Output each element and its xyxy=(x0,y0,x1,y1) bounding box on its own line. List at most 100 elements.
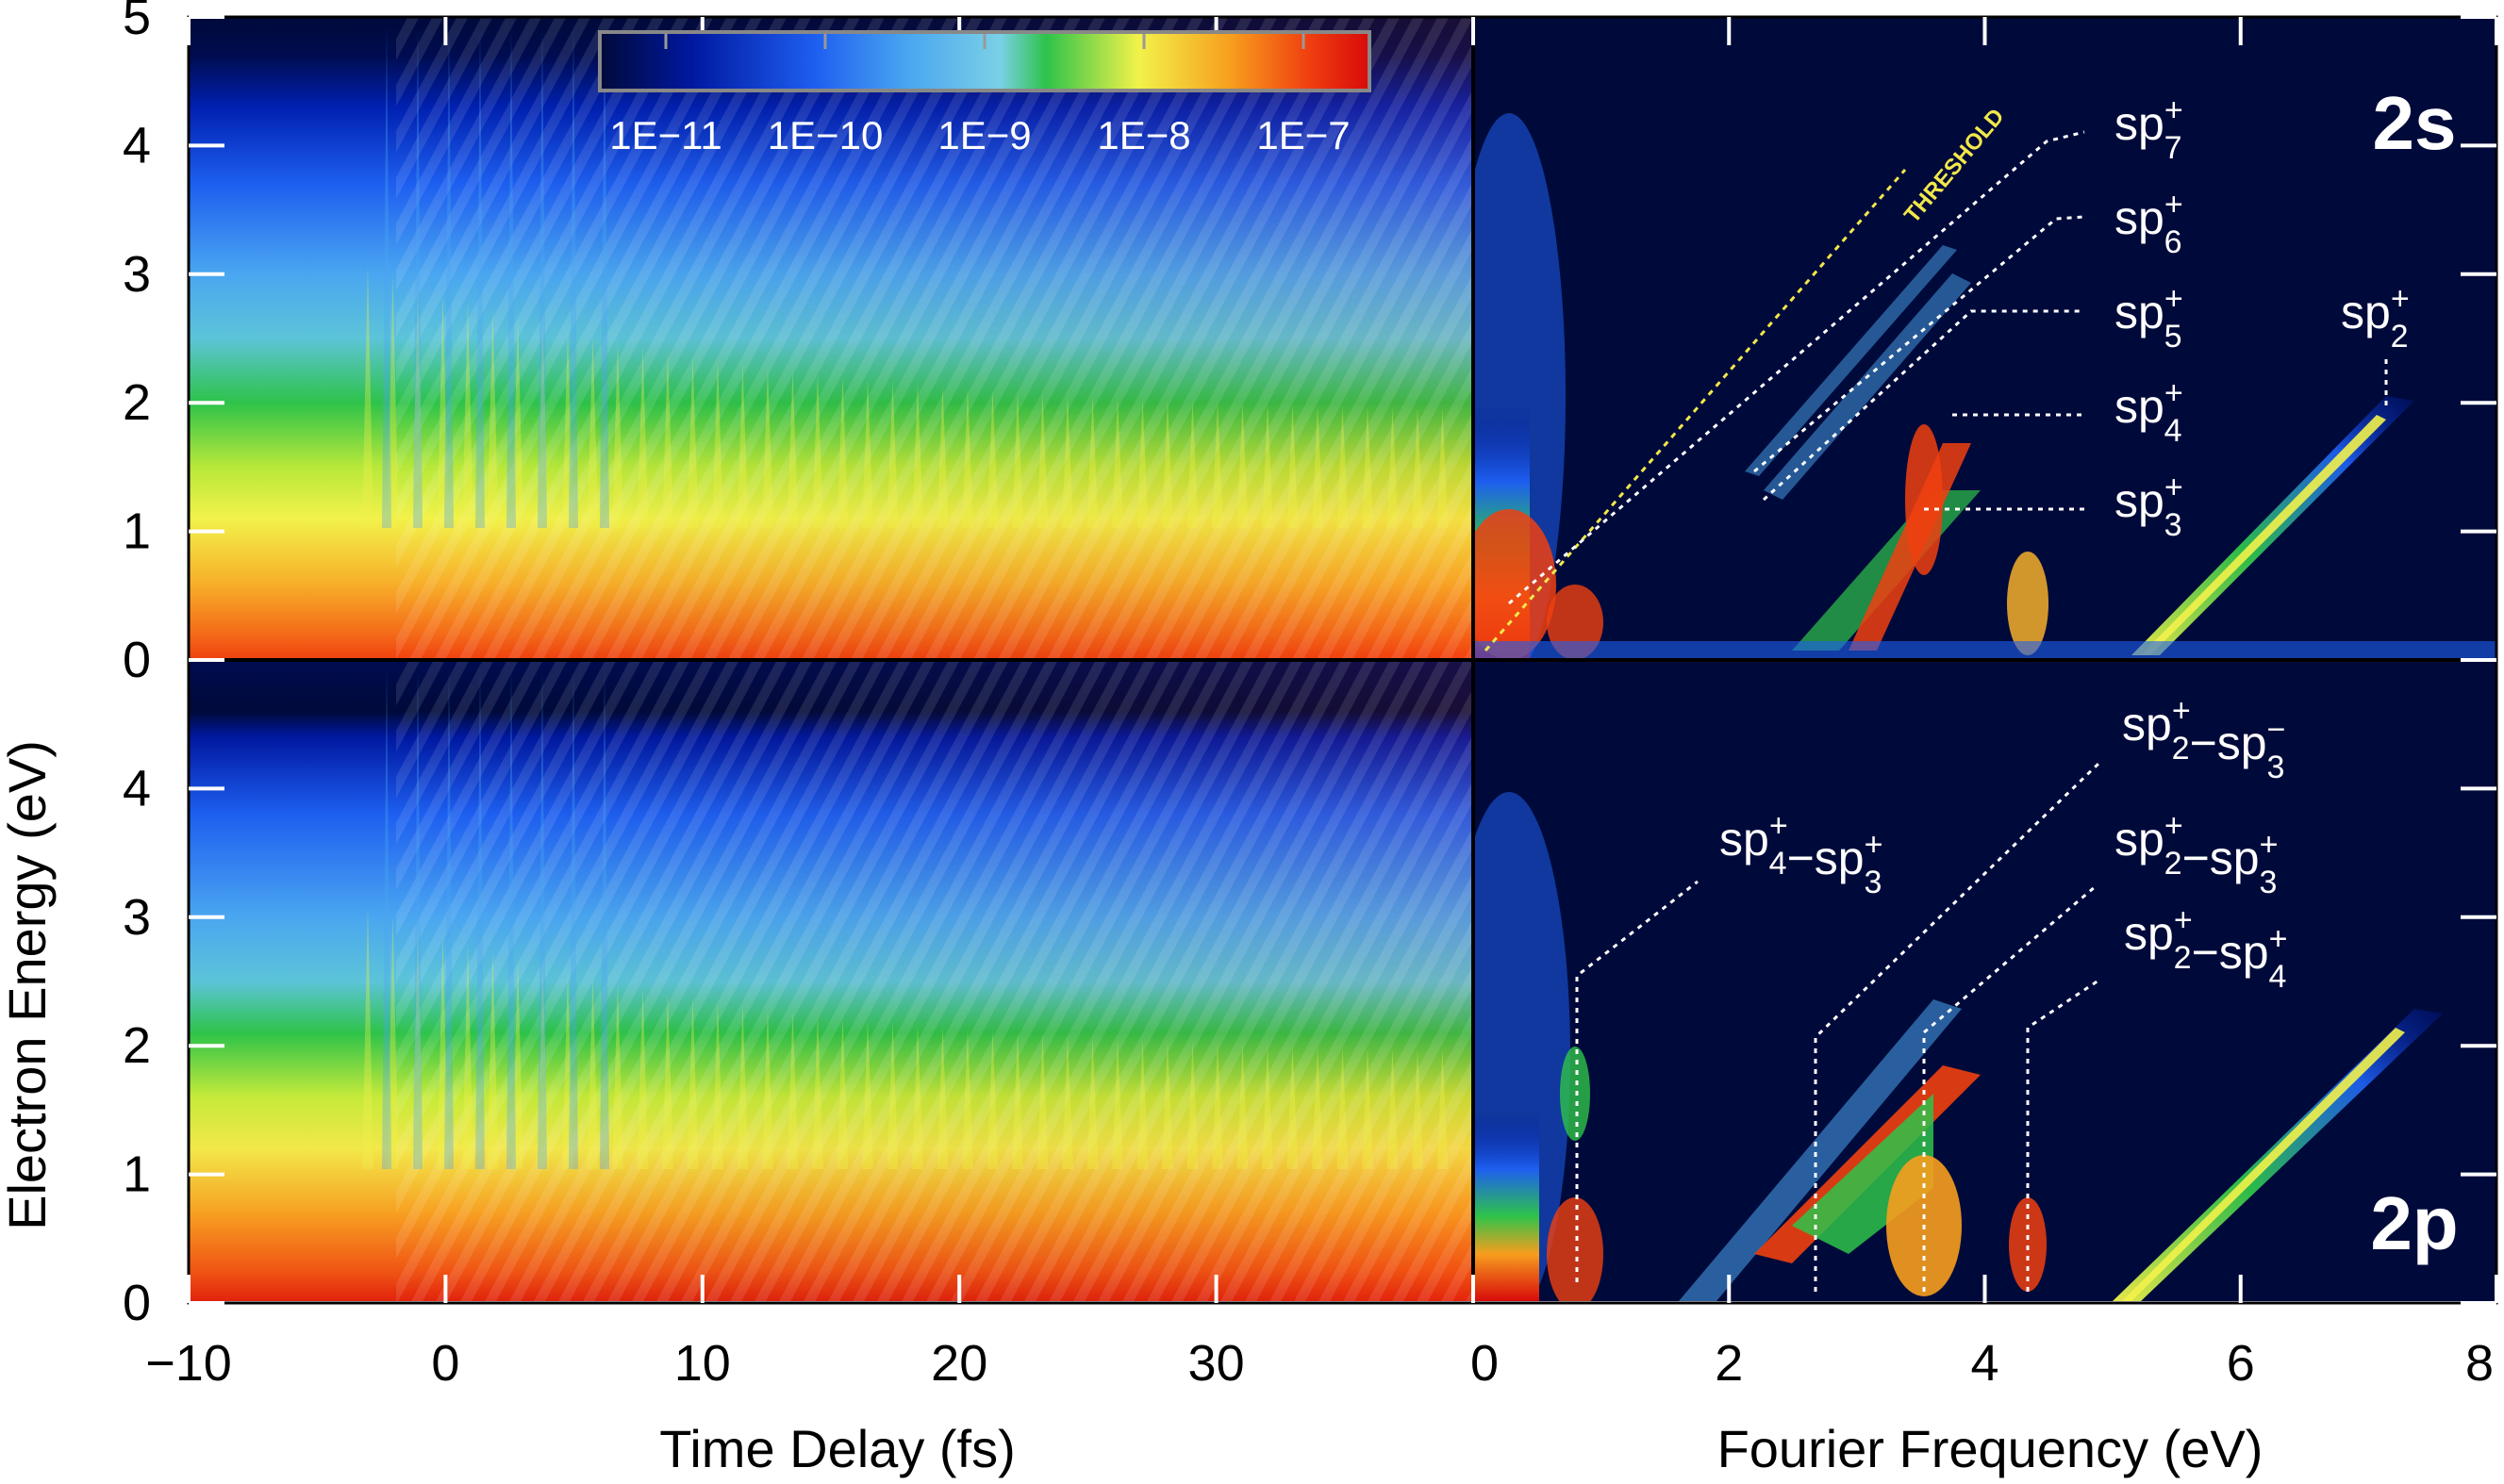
annotations-2s: sp+ 7sp+ 6sp+ 5sp+ 4sp+ 3sp+ 2 xyxy=(2114,92,2410,543)
annotation-label: sp+ 4 xyxy=(2114,375,2183,449)
fringe-spike xyxy=(1412,1048,1423,1169)
time-delay-panel-2s xyxy=(189,17,1473,658)
annotation-sup: + xyxy=(2164,375,2183,411)
fringe-spike xyxy=(382,669,391,1169)
fringe-spike xyxy=(962,1029,973,1169)
annotation-base: sp xyxy=(2219,926,2269,979)
fringe-spike xyxy=(512,957,523,1169)
fringe-spike xyxy=(412,925,423,1169)
fringe-spike xyxy=(600,28,609,528)
annotation-sub: 3 xyxy=(2259,865,2277,900)
fringe-spike xyxy=(637,346,649,528)
annotation-base: sp xyxy=(2122,698,2172,750)
fringe-spike xyxy=(1386,406,1399,528)
annotation-base: sp xyxy=(2114,813,2164,866)
annotation-sup: + xyxy=(2164,92,2183,128)
fourier-panel-2s xyxy=(1473,17,2496,658)
fringe-spike xyxy=(487,309,499,528)
annotation-sub: 2 xyxy=(2174,940,2192,976)
fringe-spike xyxy=(1362,405,1373,528)
colorbar: 1E−11 1E−10 1E−9 1E−8 1E−7 xyxy=(598,30,1371,157)
fringe-spike xyxy=(1212,401,1223,528)
colorbar-tick-label: 1E−7 xyxy=(1256,113,1350,157)
fringe-spike xyxy=(1336,405,1349,528)
fringe-spike xyxy=(487,950,499,1169)
y-tick-label: 4 xyxy=(123,760,151,816)
annotation-label: sp+ 6 xyxy=(2114,187,2183,260)
annotation-sub: 2 xyxy=(2391,319,2409,355)
fringe-spike xyxy=(712,359,723,528)
fringe-spike xyxy=(506,28,516,528)
y-tick-label: 3 xyxy=(123,889,151,946)
annotation-dash: − xyxy=(1787,832,1815,884)
fringe-spike xyxy=(1162,399,1173,528)
x-axis-title-time: Time Delay (fs) xyxy=(659,1419,1016,1478)
fringe-spike xyxy=(912,1024,923,1169)
fringe-spike xyxy=(787,1011,799,1169)
fringe-spike xyxy=(962,387,973,528)
annotation-sub: 2 xyxy=(2172,731,2190,767)
annotation-sup: + xyxy=(2269,921,2288,957)
fringe-spike xyxy=(1312,404,1323,528)
fringe-spike xyxy=(812,372,823,528)
fringe-spike xyxy=(662,992,673,1169)
annotation-sup: + xyxy=(1865,827,1883,863)
colorbar-ticks: 1E−11 1E−10 1E−9 1E−8 1E−7 xyxy=(609,34,1351,157)
fringe-spike xyxy=(737,1004,749,1169)
fringe-spike xyxy=(387,274,399,528)
fringe-spike xyxy=(1136,398,1149,528)
fringe-spike xyxy=(762,366,773,528)
time-delay-panel-2p xyxy=(189,660,1473,1301)
annotation-base: sp xyxy=(2124,907,2174,960)
annotation-base: sp xyxy=(2114,286,2164,338)
annotation-sup: + xyxy=(2164,187,2183,223)
annotation-sub: 4 xyxy=(1769,846,1787,882)
fringe-spike xyxy=(1012,391,1023,528)
fringe-spike xyxy=(1236,402,1249,528)
panel-tag-2s: 2s xyxy=(2373,81,2457,165)
fringe-spike xyxy=(912,383,923,528)
annotation-dash: − xyxy=(2192,926,2219,979)
annotation-label: sp+ 5 xyxy=(2114,281,2183,355)
fringe-spike xyxy=(687,355,699,528)
annotation-sup: + xyxy=(2174,902,2193,938)
fringe-spike xyxy=(569,669,578,1169)
fringe-spike xyxy=(987,1031,999,1169)
annotation-sub: 4 xyxy=(2164,413,2182,449)
fringe-spike xyxy=(1436,1048,1449,1169)
fringe-spike xyxy=(1136,1039,1149,1169)
fringe-spike xyxy=(1436,407,1449,528)
fringe-spike xyxy=(837,375,849,528)
annotation-sub: 3 xyxy=(1864,865,1882,900)
fringe-spike xyxy=(1336,1047,1349,1169)
annotation-label: sp+ 2 xyxy=(2341,281,2410,355)
fringe-spike xyxy=(587,335,599,528)
fringe-spikes xyxy=(362,669,1449,1169)
x-tick-label: 4 xyxy=(1970,1335,1998,1392)
annotation-lines-2s xyxy=(1508,130,2388,605)
annotation-sup: + xyxy=(2260,827,2279,863)
fringe-spike xyxy=(462,301,473,528)
fringe-spike xyxy=(937,1027,949,1169)
colorbar-tick-label: 1E−10 xyxy=(768,113,884,157)
colorbar-tick-label: 1E−11 xyxy=(609,113,722,157)
fourier-panel-2p xyxy=(1473,660,2496,1301)
annotation-dash: − xyxy=(2190,717,2217,769)
fringe-spike xyxy=(444,669,454,1169)
annotation-sup: + xyxy=(2164,281,2183,317)
fringe-spike xyxy=(1162,1040,1173,1169)
fringe-spike xyxy=(512,316,523,528)
y-tick-label: 5 xyxy=(123,0,151,45)
fringe-spike xyxy=(1062,1035,1073,1169)
fringe-spike xyxy=(382,28,391,528)
y-tick-label: 2 xyxy=(123,374,151,431)
annotation-sub: 3 xyxy=(2164,507,2182,543)
annotation-label: sp+ 4−sp+ 3 xyxy=(1719,808,1882,900)
annotation-label: sp+ 2−sp+ 3 xyxy=(2114,808,2278,900)
fringe-spike xyxy=(837,1016,849,1169)
fringe-spike xyxy=(444,28,454,528)
fringe-spike xyxy=(1362,1047,1373,1169)
fringe-spike xyxy=(1036,1033,1049,1169)
annotations-2p: sp+ 4−sp+ 3sp+ 2−sp− 3sp+ 2−sp+ 3sp+ 2−sp+ 4 xyxy=(1719,693,2287,995)
colorbar-tick-label: 1E−9 xyxy=(937,113,1031,157)
